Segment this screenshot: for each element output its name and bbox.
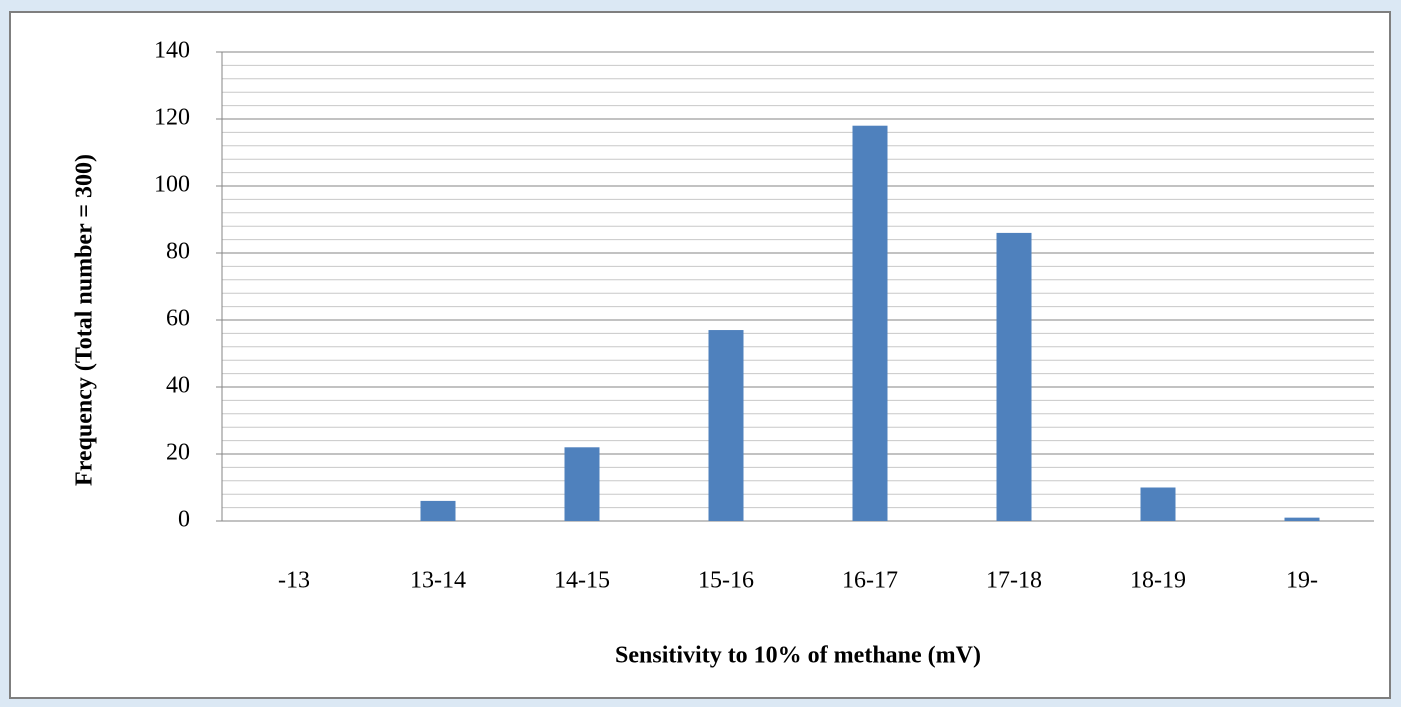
y-axis-title: Frequency (Total number = 300) [72, 154, 98, 486]
bar [420, 500, 456, 521]
bar [564, 447, 600, 521]
chart-area [9, 11, 1391, 699]
bar [1140, 487, 1176, 521]
x-tick-label: 17-18 [986, 568, 1042, 594]
bar [852, 125, 888, 521]
y-tick-label: 100 [154, 172, 190, 198]
bar [996, 232, 1032, 521]
x-tick-label: 14-15 [554, 568, 610, 594]
x-tick-label: 19- [1286, 568, 1318, 594]
x-tick-label: 16-17 [842, 568, 898, 594]
y-tick-label: 20 [166, 440, 190, 466]
y-tick-label: 0 [178, 507, 190, 533]
y-tick-label: 40 [166, 373, 190, 399]
bar [708, 330, 744, 521]
x-tick-label: -13 [278, 568, 310, 594]
x-tick-label: 18-19 [1130, 568, 1186, 594]
y-tick-label: 80 [166, 239, 190, 265]
y-tick-label: 60 [166, 306, 190, 332]
y-tick-label: 120 [154, 105, 190, 131]
x-axis-title: Sensitivity to 10% of methane (mV) [615, 643, 981, 669]
x-tick-label: 13-14 [410, 568, 466, 594]
bar [1284, 517, 1320, 521]
x-tick-label: 15-16 [698, 568, 754, 594]
y-tick-label: 140 [154, 38, 190, 64]
